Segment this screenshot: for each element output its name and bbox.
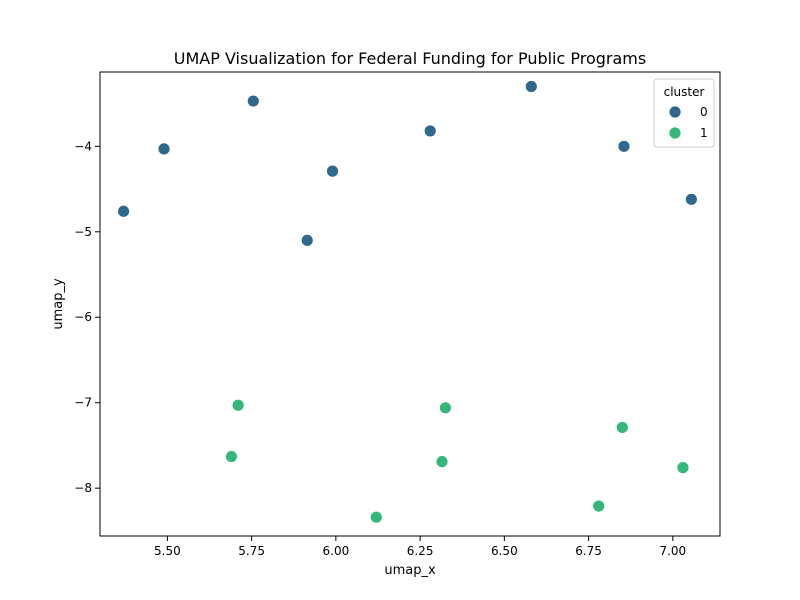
y-tick-label: −6 [74, 310, 92, 324]
data-point-cluster-1 [676, 461, 690, 475]
data-point-cluster-0 [326, 164, 339, 178]
x-axis: 5.50 5.75 6.00 6.25 6.50 6.75 7.00 [154, 536, 686, 558]
axes-frame [99, 71, 721, 537]
data-point-cluster-1 [592, 499, 606, 513]
data-point-cluster-0 [246, 94, 260, 108]
x-tick-label: 6.25 [407, 544, 434, 558]
data-point-cluster-1 [615, 421, 629, 434]
legend-label: 0 [700, 105, 708, 119]
data-point-cluster-0 [423, 124, 437, 138]
legend-marker [668, 105, 682, 119]
y-tick-label: −5 [74, 225, 92, 239]
data-point-cluster-1 [435, 455, 449, 469]
x-tick-label: 6.75 [575, 544, 602, 558]
data-point-cluster-1 [438, 401, 452, 415]
data-point-cluster-0 [117, 204, 130, 218]
legend-marker [668, 126, 682, 140]
plot-area [117, 80, 698, 524]
x-axis-label: umap_x [384, 563, 436, 578]
x-tick-label: 6.00 [323, 544, 350, 558]
chart-title: UMAP Visualization for Federal Funding f… [174, 49, 646, 68]
x-tick-label: 5.75 [238, 544, 265, 558]
data-point-cluster-1 [369, 510, 383, 524]
data-point-cluster-1 [225, 450, 238, 463]
data-point-cluster-0 [617, 139, 631, 153]
y-axis: −8 −7 −6 −5 −4 [74, 139, 100, 495]
data-point-cluster-0 [300, 233, 314, 247]
legend-items: 01 [668, 105, 708, 140]
data-point-cluster-0 [684, 192, 698, 206]
data-point-cluster-0 [157, 142, 171, 156]
legend-label: 1 [700, 126, 708, 140]
legend: cluster 01 [653, 78, 715, 148]
legend-title: cluster [664, 85, 705, 99]
data-point-cluster-0 [524, 80, 538, 93]
x-tick-label: 7.00 [659, 544, 686, 558]
y-tick-label: −4 [74, 139, 92, 153]
x-tick-label: 5.50 [154, 544, 181, 558]
y-tick-label: −8 [74, 481, 92, 495]
y-axis-label: umap_y [51, 278, 66, 330]
x-tick-label: 6.50 [491, 544, 518, 558]
legend-box [653, 78, 715, 148]
y-tick-label: −7 [74, 396, 92, 410]
data-point-cluster-1 [231, 398, 245, 412]
